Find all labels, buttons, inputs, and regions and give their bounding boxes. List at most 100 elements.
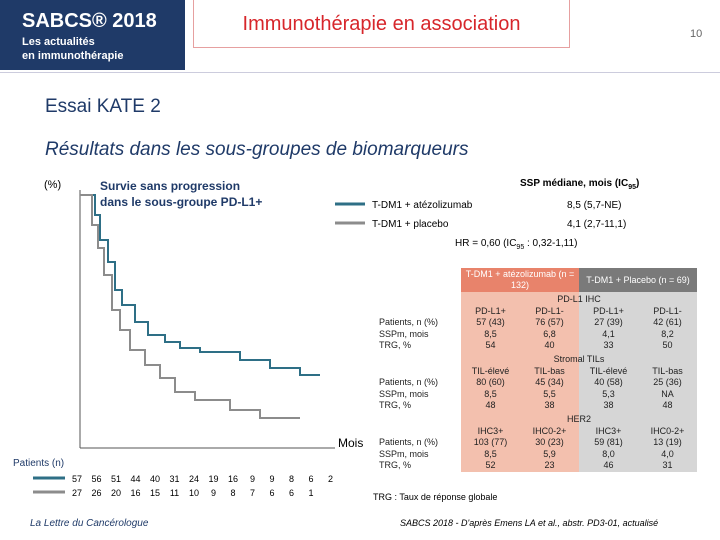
header-row: T-DM1 + atézolizumab (n = 132) T-DM1 + Pl… xyxy=(373,268,697,292)
data-row: Patients, n (%) 80 (60) 45 (34) 40 (58) 25 (… xyxy=(373,377,697,389)
table-cell: 52 xyxy=(461,460,520,472)
table-cell: 80 (60) xyxy=(461,377,520,389)
table-cell: 48 xyxy=(638,400,697,412)
table-cell: 5,9 xyxy=(520,448,579,461)
table-cell: 46 xyxy=(579,460,638,472)
at-risk-count: 27 xyxy=(72,488,82,498)
legend-label: T-DM1 + placebo xyxy=(372,219,449,230)
slide-title: Immunothérapie en association xyxy=(193,0,570,48)
page-number: 10 xyxy=(690,28,703,40)
data-row: SSPm, mois 8,5 6,8 4,1 8,2 xyxy=(373,328,697,341)
at-risk-count: 6 xyxy=(289,488,294,498)
row-label: SSPm, mois xyxy=(379,448,429,459)
row-label: Patients, n (%) xyxy=(379,377,439,388)
section-title: HER2 xyxy=(461,411,697,426)
rule xyxy=(0,72,720,73)
column-header: PD-L1+ xyxy=(579,305,638,318)
table-cell: 103 (77) xyxy=(461,437,520,449)
column-header: TIL-bas xyxy=(638,365,697,378)
at-risk-count: 40 xyxy=(150,474,160,484)
table-cell: 5,3 xyxy=(579,388,638,401)
legend-label: T-DM1 + atézolizumab xyxy=(372,200,473,211)
table-cell: 8,2 xyxy=(638,328,697,341)
table-cell: 38 xyxy=(579,400,638,412)
hazard-ratio: HR = 0,60 (IC95 : 0,32-1,11) xyxy=(455,238,577,251)
empty-cell xyxy=(373,412,461,426)
empty-cell xyxy=(373,292,461,306)
footer-source: La Lettre du Cancérologue xyxy=(30,518,149,529)
column-header: PD-L1- xyxy=(520,305,579,318)
at-risk-count: 15 xyxy=(150,488,160,498)
table-cell: 50 xyxy=(638,340,697,352)
table-cell: 6,8 xyxy=(520,328,579,341)
data-row: TRG, % 54 40 33 50 xyxy=(373,340,697,352)
km-curve xyxy=(80,194,300,419)
table-cell: 5,5 xyxy=(520,388,579,401)
column-header: PD-L1- xyxy=(638,305,697,318)
section-row: HER2 xyxy=(373,411,697,426)
row-label: TRG, % xyxy=(379,460,412,471)
at-risk-count: 57 xyxy=(72,474,82,484)
table-cell: 57 (43) xyxy=(461,317,520,329)
row-label: TRG, % xyxy=(379,340,412,351)
at-risk-count: 10 xyxy=(189,488,199,498)
table-cell: 76 (57) xyxy=(520,317,579,329)
table-cell: 23 xyxy=(520,460,579,472)
table-cell: 38 xyxy=(520,400,579,412)
at-risk-count: 9 xyxy=(269,474,274,484)
at-risk-count: 2 xyxy=(328,474,333,484)
table-cell: 45 (34) xyxy=(520,377,579,389)
at-risk-count: 24 xyxy=(189,474,199,484)
at-risk-count: 6 xyxy=(269,488,274,498)
km-curve xyxy=(80,194,320,376)
table-cell: 4,1 xyxy=(579,328,638,341)
at-risk-count: 8 xyxy=(230,488,235,498)
section-row: Stromal TILs xyxy=(373,351,697,366)
at-risk-count: 20 xyxy=(111,488,121,498)
column-header: IHC3+ xyxy=(461,425,520,438)
logo: SABCS® 2018 Les actualités en immunothér… xyxy=(0,0,185,70)
column-header: IHC3+ xyxy=(579,425,638,438)
table-cell: 27 (39) xyxy=(579,317,638,329)
legend-median: 4,1 (2,7-11,1) xyxy=(567,219,626,230)
column-header: TIL-élevé xyxy=(461,365,520,378)
arm-header: T-DM1 + Placebo (n = 69) xyxy=(579,268,697,292)
row-label: SSPm, mois xyxy=(379,328,429,339)
row-label: Patients, n (%) xyxy=(379,317,439,328)
at-risk-count: 11 xyxy=(170,488,179,498)
table-cell: NA xyxy=(638,388,697,401)
at-risk-count: 56 xyxy=(91,474,101,484)
table-cell: 8,5 xyxy=(461,388,520,401)
legend-median: 8,5 (5,7-NE) xyxy=(567,200,621,211)
table-cell: 54 xyxy=(461,340,520,352)
table-cell: 31 xyxy=(638,460,697,472)
at-risk-count: 1 xyxy=(308,488,313,498)
logo-line: en immunothérapie xyxy=(22,50,124,62)
table-cell: 33 xyxy=(579,340,638,352)
trial-name: Essai KATE 2 xyxy=(45,96,161,117)
table-cell: 48 xyxy=(461,400,520,412)
logo-line: Les actualités xyxy=(22,36,95,48)
at-risk-count: 6 xyxy=(308,474,313,484)
at-risk-count: 9 xyxy=(211,488,216,498)
subheader-row: IHC3+ IHC0-2+ IHC3+ IHC0-2+ xyxy=(373,425,697,438)
section-title: Stromal TILs xyxy=(461,351,697,366)
empty-cell xyxy=(373,268,461,292)
at-risk-count: 16 xyxy=(130,488,140,498)
table-cell: 40 xyxy=(520,340,579,352)
arm-header: T-DM1 + atézolizumab (n = 132) xyxy=(461,268,579,292)
section-row: PD-L1 IHC xyxy=(373,292,697,306)
table-cell: 25 (36) xyxy=(638,377,697,389)
x-axis-label: Mois xyxy=(338,436,363,450)
table-cell: 13 (19) xyxy=(638,437,697,449)
plot-title: Survie sans progression dans le sous-grou… xyxy=(100,179,262,209)
table-note: TRG : Taux de réponse globale xyxy=(373,492,497,502)
table-cell: 42 (61) xyxy=(638,317,697,329)
column-header: IHC0-2+ xyxy=(520,425,579,438)
median-header: SSP médiane, mois (IC95) xyxy=(520,178,639,191)
subheader-row: TIL-élevé TIL-bas TIL-élevé TIL-bas xyxy=(373,365,697,378)
column-header: TIL-bas xyxy=(520,365,579,378)
column-header: IHC0-2+ xyxy=(638,425,697,438)
